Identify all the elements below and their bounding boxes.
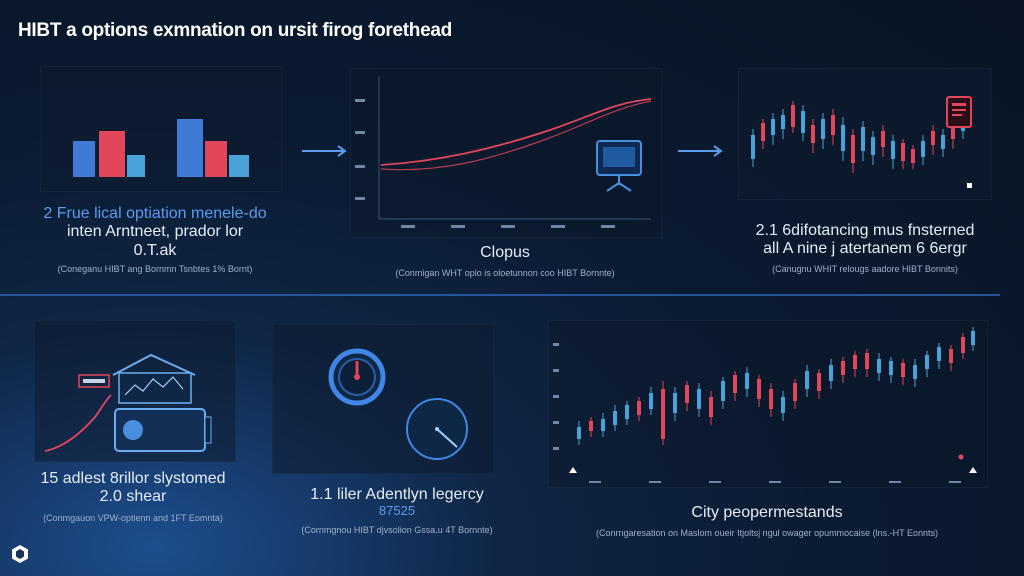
arrow-right-icon [678, 145, 723, 157]
panel-5-source: (Cornmgnou HIBT djvsolion Gssa.u 4T Born… [301, 525, 493, 536]
section-divider [0, 294, 1000, 296]
panel-bar-chart [40, 66, 282, 192]
monitor-icon [596, 140, 642, 192]
page-title: HIBT a options exmnation on ursit firog … [18, 20, 452, 41]
panel-3-caption-line: all A nine j atertanem 6 6ergr [763, 240, 967, 258]
panel-5-caption-line: 1.1 liler Adentlyn legercy [310, 486, 484, 503]
panel-5-caption-line: 87525 [378, 503, 416, 519]
arrow-right-icon [302, 145, 347, 157]
panel-3-source: (Canugnu WHIT relougs aadore HIBT Bonnit… [772, 263, 958, 274]
panel-candlestick-large [548, 320, 988, 488]
panel-1-caption-line: inten Arntneet, prador lor [66, 223, 244, 241]
document-icon [946, 96, 972, 128]
panel-gauges [272, 324, 494, 474]
panel-house-card [34, 320, 236, 462]
panel-4-caption-line: 15 adlest 8rillor slystomed [40, 470, 226, 487]
panel-6-source: (Conrngaresation on Maslom oueir Itjolts… [596, 528, 938, 539]
panel-1-caption: 2 Frue lical optiation menele-do inten A… [10, 205, 300, 275]
candlestick-chart-icon [751, 101, 965, 173]
panel-line-chart [350, 68, 662, 238]
gauge-icon [328, 348, 468, 460]
panel-1-caption-line: 2 Frue lical optiation menele-do [43, 205, 267, 222]
panel-2-caption-line: Clopus [480, 244, 530, 261]
wallet-card-icon [114, 408, 212, 452]
candlestick-chart-icon [553, 327, 977, 483]
small-square-icon [967, 183, 972, 188]
panel-candlestick [738, 68, 992, 200]
panel-2-source: (Conmigan WHT oplo is oloetunnon coo HIB… [395, 268, 615, 279]
panel-3-caption-line: 2.1 6difotancing mus fnsterned [755, 222, 975, 239]
panel-1-caption-line: 0.T.ak [133, 241, 177, 259]
panel-4-source: (Conmgauon VPW-optienn and 1FT Eomnta) [43, 512, 223, 523]
logo-icon [12, 545, 28, 563]
line-chart-icon [355, 77, 652, 228]
panel-6-caption: City peopermestands (Conrngaresation on … [548, 504, 986, 539]
panel-5-caption: 1.1 liler Adentlyn legercy 87525 (Cornmg… [262, 486, 532, 536]
bar-chart-icon [73, 119, 249, 177]
panel-6-caption-line: City peopermestands [691, 504, 843, 521]
panel-4-caption-line: 2.0 shear [99, 488, 167, 506]
panel-1-source: (Coneganu HIBT ang Bornmn Tsnbtes 1% Bor… [57, 264, 253, 275]
panel-4-caption: 15 adlest 8rillor slystomed 2.0 shear (C… [8, 470, 258, 523]
house-icon [44, 353, 196, 452]
panel-3-caption: 2.1 6difotancing mus fnsterned all A nin… [720, 222, 1010, 274]
panel-2-caption: Clopus (Conmigan WHT oplo is oloetunnon … [350, 244, 660, 279]
